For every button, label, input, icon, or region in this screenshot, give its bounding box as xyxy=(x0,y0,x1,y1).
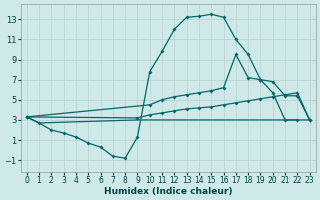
X-axis label: Humidex (Indice chaleur): Humidex (Indice chaleur) xyxy=(104,187,232,196)
